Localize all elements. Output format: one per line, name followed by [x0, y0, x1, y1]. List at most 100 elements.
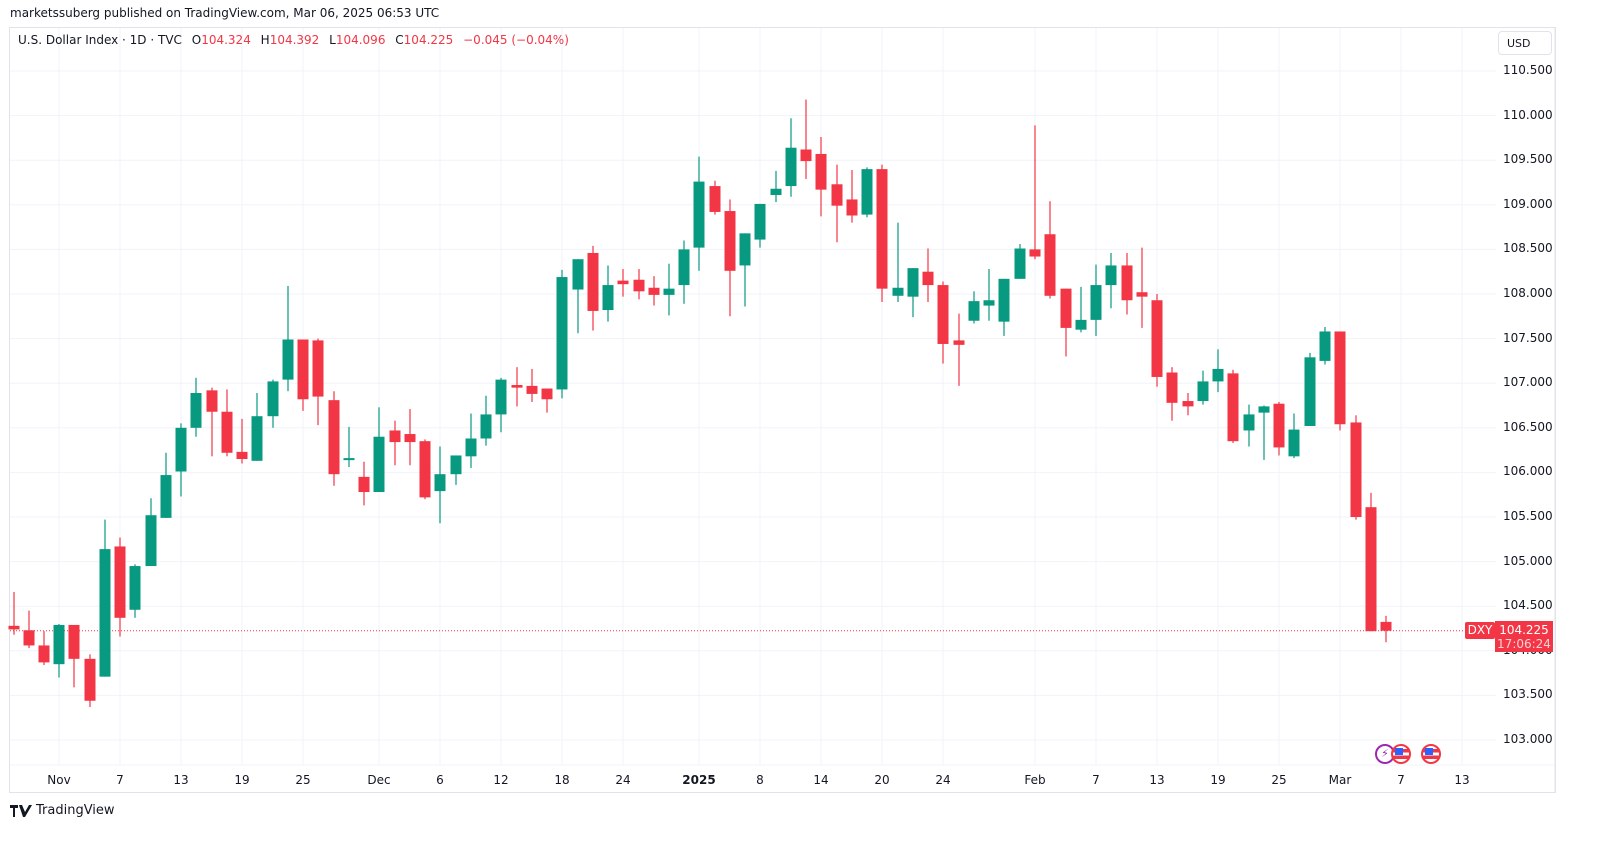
candle[interactable] — [1136, 247, 1148, 328]
candle[interactable] — [175, 423, 187, 497]
candle[interactable] — [404, 409, 416, 466]
candle[interactable] — [648, 276, 660, 306]
candle[interactable] — [1227, 369, 1239, 443]
candle[interactable] — [511, 367, 523, 407]
us-flag-icon[interactable] — [1421, 744, 1441, 764]
candle[interactable] — [1365, 492, 1377, 632]
candle[interactable] — [358, 461, 370, 506]
candle[interactable] — [1304, 352, 1316, 427]
candle[interactable] — [1090, 264, 1102, 336]
candle[interactable] — [99, 519, 111, 677]
candle[interactable] — [1273, 401, 1285, 456]
candle[interactable] — [709, 180, 721, 215]
candle[interactable] — [1014, 244, 1026, 279]
y-tick-label: 106.000 — [1503, 464, 1553, 479]
candle[interactable] — [23, 610, 35, 649]
candle[interactable] — [480, 395, 492, 446]
candle[interactable] — [221, 389, 233, 457]
candle[interactable] — [1334, 331, 1346, 431]
candle[interactable] — [53, 624, 65, 678]
candle[interactable] — [617, 269, 629, 297]
candle[interactable] — [633, 269, 645, 300]
candle[interactable] — [1380, 615, 1392, 643]
candle[interactable] — [1105, 252, 1117, 309]
candle[interactable] — [831, 164, 843, 243]
candle[interactable] — [1319, 327, 1331, 365]
candle[interactable] — [663, 263, 675, 316]
candle[interactable] — [434, 446, 446, 524]
candle[interactable] — [236, 418, 248, 464]
candle[interactable] — [587, 245, 599, 331]
candle[interactable] — [495, 377, 507, 433]
candle[interactable] — [84, 654, 96, 707]
candle[interactable] — [907, 268, 919, 318]
candle[interactable] — [1151, 294, 1163, 387]
candle[interactable] — [251, 393, 263, 461]
candle[interactable] — [937, 281, 949, 364]
candle[interactable] — [1243, 404, 1255, 447]
candle[interactable] — [419, 439, 431, 500]
candle[interactable] — [785, 118, 797, 197]
currency-button[interactable]: USD — [1498, 31, 1552, 55]
candle[interactable] — [1288, 413, 1300, 459]
candle[interactable] — [68, 624, 80, 688]
y-tick-label: 105.500 — [1503, 509, 1553, 523]
candle[interactable] — [297, 339, 309, 411]
candle[interactable] — [968, 291, 980, 324]
candle[interactable] — [1212, 349, 1224, 393]
candle[interactable] — [343, 426, 355, 468]
candle[interactable] — [572, 259, 584, 334]
candle[interactable] — [846, 170, 858, 223]
candle[interactable] — [267, 379, 279, 428]
candle[interactable] — [922, 248, 934, 303]
candle[interactable] — [678, 240, 690, 304]
candle[interactable] — [861, 167, 873, 218]
candle[interactable] — [282, 285, 294, 392]
candle[interactable] — [693, 156, 705, 271]
candle[interactable] — [1166, 367, 1178, 421]
candle[interactable] — [450, 455, 462, 485]
candle[interactable] — [1044, 201, 1056, 299]
tradingview-logo[interactable]: TradingView — [10, 803, 115, 818]
candle[interactable] — [754, 203, 766, 248]
candle[interactable] — [38, 631, 50, 666]
candle[interactable] — [541, 388, 553, 413]
candle[interactable] — [328, 391, 340, 486]
candle[interactable] — [373, 407, 385, 493]
candle[interactable] — [190, 377, 202, 437]
candle[interactable] — [1258, 405, 1270, 460]
candle[interactable] — [876, 164, 888, 303]
candle[interactable] — [602, 265, 614, 322]
candle[interactable] — [770, 170, 782, 203]
candle[interactable] — [1197, 370, 1209, 405]
candle[interactable] — [206, 387, 218, 457]
candle[interactable] — [145, 498, 157, 567]
us-flag-icon[interactable] — [1391, 744, 1411, 764]
candle[interactable] — [1029, 125, 1041, 260]
candle[interactable] — [1182, 393, 1194, 416]
candle[interactable] — [1350, 415, 1362, 520]
candle[interactable] — [526, 368, 538, 402]
candle[interactable] — [1075, 286, 1087, 333]
candle[interactable] — [465, 413, 477, 468]
candle[interactable] — [724, 199, 736, 317]
candle[interactable] — [389, 420, 401, 466]
candle[interactable] — [8, 591, 20, 635]
candle[interactable] — [983, 269, 995, 321]
candle[interactable] — [800, 99, 812, 179]
candle[interactable] — [1121, 252, 1133, 315]
candle[interactable] — [892, 222, 904, 303]
y-tick-label: 109.000 — [1503, 196, 1553, 211]
candle[interactable] — [114, 537, 126, 637]
candle[interactable] — [1060, 288, 1072, 357]
candle[interactable] — [815, 137, 827, 217]
candle[interactable] — [129, 564, 141, 618]
candle[interactable] — [998, 278, 1010, 336]
candle[interactable] — [953, 313, 965, 386]
candle[interactable] — [739, 233, 751, 307]
candle[interactable] — [312, 338, 324, 426]
candle[interactable] — [160, 452, 172, 518]
candle[interactable] — [556, 269, 568, 399]
symbol-label[interactable]: U.S. Dollar Index · 1D · TVC — [18, 33, 182, 47]
